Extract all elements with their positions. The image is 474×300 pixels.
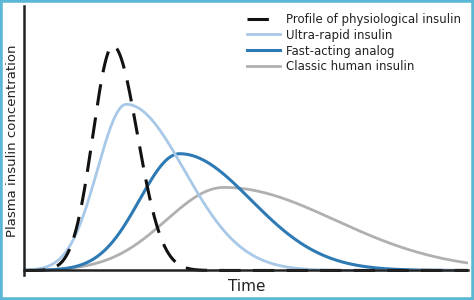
Y-axis label: Plasma insulin concentration: Plasma insulin concentration — [6, 44, 18, 236]
Profile of physiological insulin — [48, 267, 54, 270]
Ultra-rapid insulin — [48, 263, 54, 267]
Line: Profile of physiological insulin: Profile of physiological insulin — [24, 46, 474, 271]
Fast-acting analog — [267, 216, 273, 220]
Classic human insulin — [267, 192, 273, 196]
Line: Ultra-rapid insulin: Ultra-rapid insulin — [24, 104, 474, 271]
Fast-acting analog — [48, 268, 54, 272]
Profile of physiological insulin — [110, 44, 116, 48]
Fast-acting analog — [441, 268, 447, 272]
Classic human insulin — [221, 186, 227, 189]
Profile of physiological insulin — [281, 269, 286, 272]
Fast-acting analog — [281, 229, 286, 232]
Profile of physiological insulin — [441, 269, 447, 272]
Line: Fast-acting analog: Fast-acting analog — [24, 154, 474, 271]
X-axis label: Time: Time — [228, 279, 265, 294]
Classic human insulin — [441, 257, 447, 261]
Classic human insulin — [281, 197, 286, 200]
Ultra-rapid insulin — [267, 261, 273, 265]
Fast-acting analog — [177, 152, 182, 155]
Ultra-rapid insulin — [281, 265, 286, 268]
Profile of physiological insulin — [267, 269, 273, 272]
Legend: Profile of physiological insulin, Ultra-rapid insulin, Fast-acting analog, Class: Profile of physiological insulin, Ultra-… — [243, 8, 466, 78]
Classic human insulin — [21, 268, 27, 272]
Ultra-rapid insulin — [441, 269, 447, 272]
Classic human insulin — [48, 268, 54, 271]
Ultra-rapid insulin — [123, 103, 129, 106]
Ultra-rapid insulin — [21, 268, 27, 272]
Line: Classic human insulin: Classic human insulin — [24, 188, 474, 270]
Fast-acting analog — [21, 268, 27, 272]
Profile of physiological insulin — [21, 269, 27, 272]
